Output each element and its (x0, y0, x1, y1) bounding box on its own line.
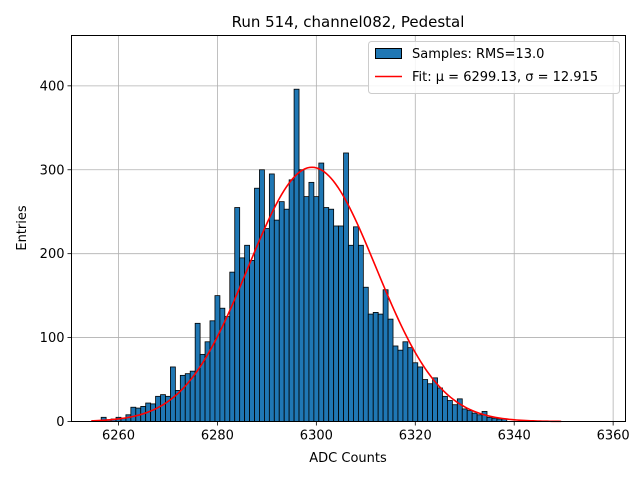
histogram-bar (150, 403, 156, 422)
x-tick-label: 6320 (399, 429, 432, 444)
histogram-bar (481, 411, 488, 422)
histogram-bar (288, 179, 295, 422)
histogram-bar (427, 383, 433, 422)
y-tick-label: 0 (56, 415, 64, 430)
histogram-bar (328, 208, 335, 422)
histogram-bar (318, 162, 325, 422)
x-tick-label: 6340 (498, 429, 531, 444)
histogram-bar (308, 181, 315, 422)
histogram-bar (234, 207, 241, 422)
histogram-bar (130, 406, 137, 422)
legend-fit-mu: μ = 6299.13, (436, 70, 525, 85)
histogram-bar (476, 414, 483, 422)
x-tick-label: 6300 (300, 429, 333, 444)
histogram-bar (298, 169, 305, 422)
histogram-bar (333, 225, 340, 422)
x-tick-label: 6260 (102, 429, 135, 444)
histogram-bar (214, 295, 221, 422)
histogram-bar (417, 366, 424, 422)
y-axis-label: Entries (15, 205, 30, 251)
histogram-bar (471, 412, 478, 422)
x-tick-label: 6280 (201, 429, 234, 444)
histogram-bar (357, 244, 364, 422)
histogram-bar (293, 88, 300, 422)
histogram-bar (442, 395, 448, 422)
histogram-bar (313, 196, 320, 422)
histogram-bar (224, 316, 231, 422)
histogram-bar (387, 318, 394, 422)
histogram-bar (348, 244, 354, 422)
histogram-bar (229, 271, 236, 422)
histogram-bar (338, 225, 344, 422)
histogram-bar (283, 208, 290, 422)
histogram-bar (323, 207, 330, 422)
y-axis-ticks: 0 100 200 300 400 (40, 79, 72, 430)
histogram-bar (447, 400, 453, 422)
legend-fit-label: Fit: μ = 6299.13, σ = 12.915 (412, 70, 598, 85)
histogram-bar (209, 320, 216, 422)
histogram-bar (397, 349, 404, 422)
fit-curve (91, 166, 562, 423)
histogram-bar (437, 387, 443, 422)
x-tick-label: 6360 (597, 429, 630, 444)
histogram-bar (259, 169, 265, 422)
y-tick-label: 400 (40, 79, 65, 94)
plot-frame (71, 35, 626, 422)
x-axis-ticks: 6260 6280 6300 6320 6340 6360 (102, 421, 630, 444)
legend-samples-label: Samples: RMS=13.0 (412, 47, 544, 62)
histogram-bar (412, 362, 419, 422)
histogram-bars (100, 88, 508, 422)
histogram-bar (273, 219, 280, 422)
legend-samples-swatch (375, 48, 402, 59)
histogram-bar (451, 404, 458, 422)
histogram-bar (402, 341, 409, 422)
histogram-bar (160, 394, 166, 422)
legend-fit-prefix: Fit: (412, 70, 436, 85)
histogram-bar (491, 417, 498, 422)
legend-box (368, 41, 620, 94)
histogram-bar (254, 187, 260, 422)
histogram-bar (372, 312, 379, 422)
histogram-bar (422, 379, 429, 422)
legend-fit-sigma: σ = 12.915 (525, 70, 598, 85)
histogram-bar (382, 289, 389, 422)
histogram-bar (367, 313, 374, 422)
x-axis-label: ADC Counts (309, 451, 387, 466)
legend: Samples: RMS=13.0 Fit: μ = 6299.13, σ = … (368, 41, 620, 94)
y-tick-label: 100 (40, 331, 65, 346)
histogram-bar (362, 286, 369, 422)
histogram-bar (461, 408, 468, 422)
histogram-bar (303, 196, 310, 422)
y-tick-label: 300 (40, 163, 65, 178)
histogram-bar (170, 366, 176, 422)
histogram-bar (249, 259, 255, 422)
histogram-bar (278, 201, 285, 422)
histogram-bar (407, 347, 414, 422)
histogram-bar (353, 226, 359, 422)
histogram-bar (466, 410, 473, 422)
histogram-bar (392, 345, 399, 422)
y-tick-label: 200 (40, 247, 65, 262)
histogram-bar (343, 152, 349, 422)
histogram-bar (377, 313, 384, 422)
chart-title: Run 514, channel082, Pedestal (232, 13, 465, 31)
histogram-bar (179, 374, 186, 422)
histogram-bar (486, 416, 493, 422)
histogram-bar (264, 228, 270, 422)
